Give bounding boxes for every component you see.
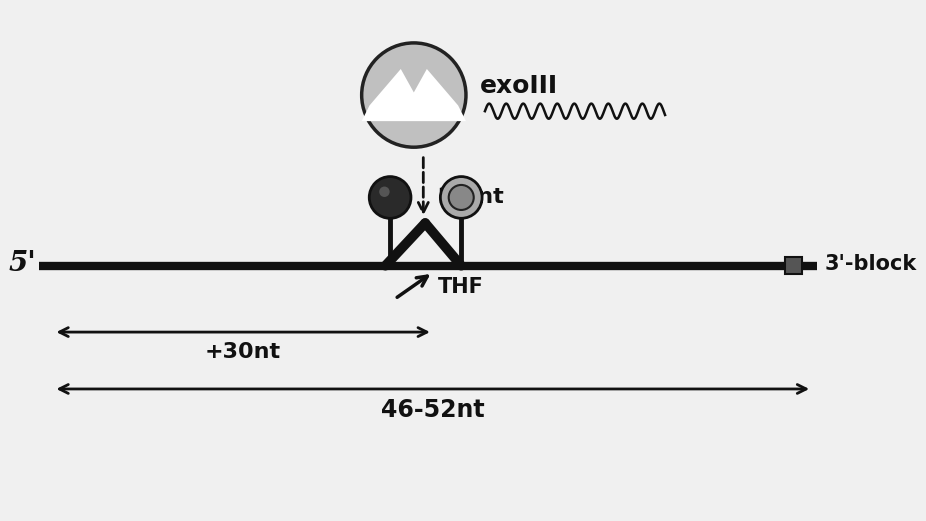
Text: 2-6nt: 2-6nt [437,187,505,207]
Text: 46-52nt: 46-52nt [381,399,484,423]
Text: exoIII: exoIII [481,73,558,97]
Bar [784,257,802,274]
Circle shape [441,177,482,218]
Circle shape [380,187,390,197]
Text: 5': 5' [8,250,36,277]
Text: THF: THF [437,277,483,297]
Polygon shape [362,69,466,121]
Circle shape [449,185,474,210]
Circle shape [362,43,466,147]
Circle shape [369,177,411,218]
Text: +30nt: +30nt [205,342,282,362]
Text: 3'-block: 3'-block [824,254,917,274]
